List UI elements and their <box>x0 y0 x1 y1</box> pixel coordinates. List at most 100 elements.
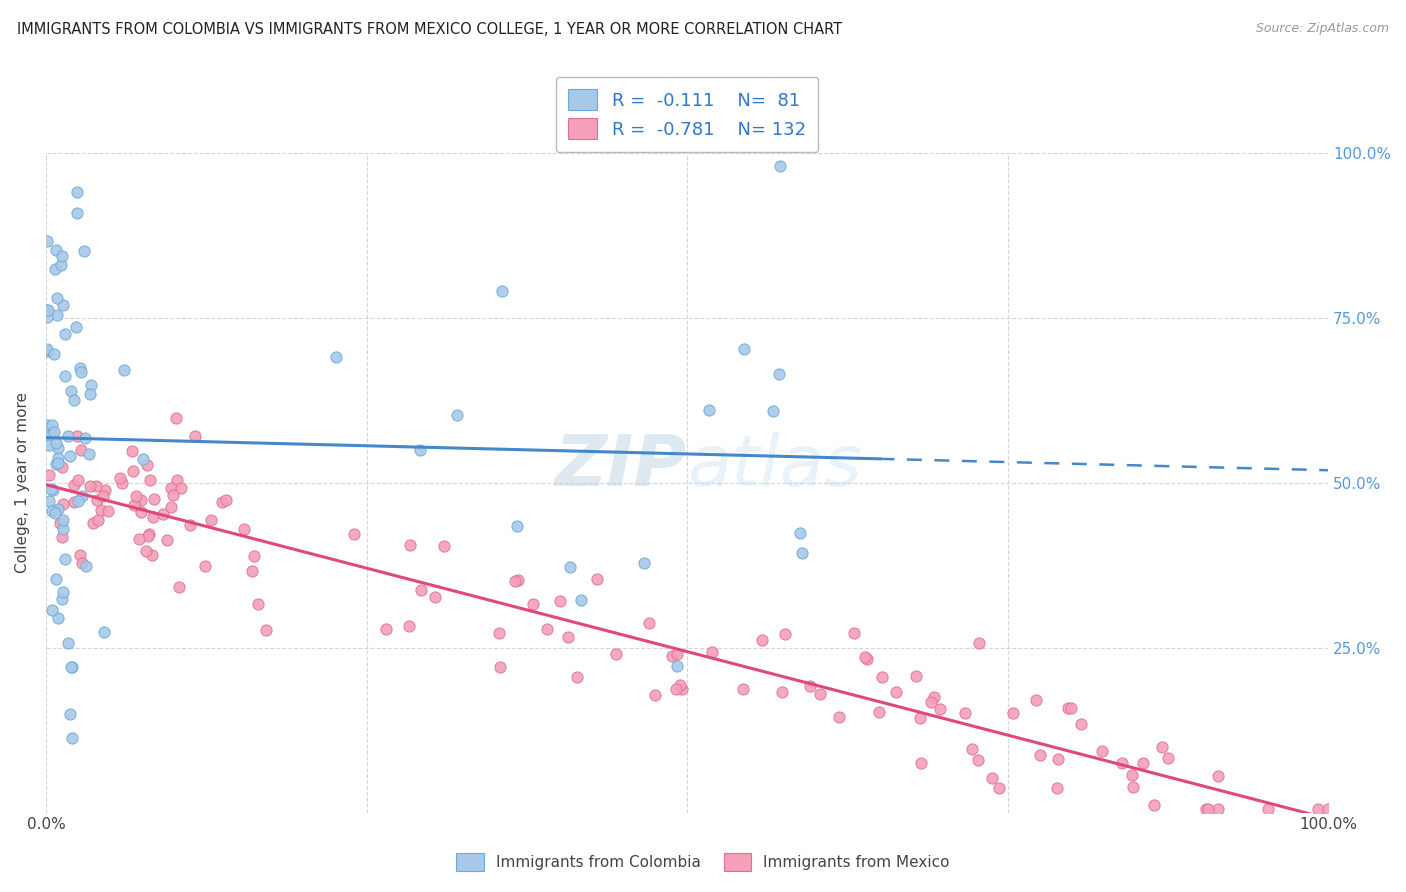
Point <box>66 185 89 199</box>
Point <box>962 742 984 756</box>
Point <box>215 493 238 508</box>
Point <box>60 731 83 745</box>
Point <box>66 474 89 488</box>
Point <box>49 516 72 530</box>
Point <box>41 428 63 442</box>
Legend: R =  -0.111    N=  81, R =  -0.781    N= 132: R = -0.111 N= 81, R = -0.781 N= 132 <box>555 77 818 152</box>
Point <box>121 444 143 458</box>
Point <box>1025 692 1047 706</box>
Point <box>41 603 63 617</box>
Point <box>1143 798 1166 813</box>
Point <box>1001 706 1024 720</box>
Point <box>135 544 157 558</box>
Point <box>665 647 688 661</box>
Point <box>910 756 932 770</box>
Point <box>1070 717 1092 731</box>
Point <box>1091 744 1114 758</box>
Point <box>661 649 683 664</box>
Point <box>166 473 188 487</box>
Text: Source: ZipAtlas.com: Source: ZipAtlas.com <box>1256 22 1389 36</box>
Point <box>160 482 183 496</box>
Point <box>51 530 73 544</box>
Point <box>179 518 201 533</box>
Point <box>184 429 207 443</box>
Point <box>1316 802 1339 816</box>
Point <box>141 548 163 562</box>
Point <box>69 361 91 376</box>
Text: IMMIGRANTS FROM COLOMBIA VS IMMIGRANTS FROM MEXICO COLLEGE, 1 YEAR OR MORE CORRE: IMMIGRANTS FROM COLOMBIA VS IMMIGRANTS F… <box>17 22 842 37</box>
Point <box>666 659 689 673</box>
Text: ZIP: ZIP <box>555 432 688 501</box>
Point <box>52 513 75 527</box>
Point <box>870 670 893 684</box>
Point <box>46 451 69 466</box>
Point <box>139 473 162 487</box>
Point <box>910 711 932 725</box>
Y-axis label: College, 1 year or more: College, 1 year or more <box>15 392 30 574</box>
Point <box>132 451 155 466</box>
Point <box>53 326 76 341</box>
Point <box>129 492 152 507</box>
Point <box>489 660 512 674</box>
Point <box>167 580 190 594</box>
Point <box>60 384 83 398</box>
Point <box>111 476 134 491</box>
Point <box>125 489 148 503</box>
Point <box>967 754 990 768</box>
Point <box>633 556 655 570</box>
Point <box>69 548 91 562</box>
Point <box>1257 802 1279 816</box>
Point <box>65 319 87 334</box>
Point <box>52 497 75 511</box>
Point <box>41 504 63 518</box>
Point <box>325 350 347 364</box>
Point <box>557 630 579 644</box>
Point <box>799 679 821 693</box>
Point <box>671 682 693 697</box>
Point <box>967 636 990 650</box>
Point <box>51 591 73 606</box>
Point <box>1111 756 1133 770</box>
Point <box>853 650 876 665</box>
Point <box>45 243 67 257</box>
Point <box>52 298 75 312</box>
Point <box>665 682 688 697</box>
Point <box>1195 802 1218 816</box>
Point <box>63 477 86 491</box>
Point <box>1208 769 1230 783</box>
Point <box>1121 767 1143 781</box>
Point <box>160 500 183 514</box>
Point <box>45 457 67 471</box>
Point <box>792 546 814 560</box>
Point <box>80 377 103 392</box>
Point <box>536 623 558 637</box>
Point <box>51 584 73 599</box>
Point <box>169 481 191 495</box>
Point <box>63 495 86 509</box>
Point <box>868 705 890 719</box>
Point <box>928 702 950 716</box>
Point <box>37 302 59 317</box>
Point <box>789 526 811 541</box>
Point <box>136 529 159 543</box>
Point <box>82 516 104 530</box>
Point <box>558 559 581 574</box>
Point <box>46 501 69 516</box>
Point <box>44 262 66 277</box>
Point <box>65 205 87 219</box>
Point <box>904 669 927 683</box>
Point <box>855 651 877 665</box>
Point <box>110 471 132 485</box>
Point <box>135 458 157 472</box>
Point <box>128 533 150 547</box>
Point <box>569 593 592 607</box>
Point <box>66 429 89 443</box>
Point <box>73 431 96 445</box>
Point <box>49 258 72 272</box>
Point <box>1197 802 1219 816</box>
Point <box>884 685 907 699</box>
Point <box>97 504 120 518</box>
Point <box>768 367 790 381</box>
Point <box>751 633 773 648</box>
Point <box>1132 756 1154 771</box>
